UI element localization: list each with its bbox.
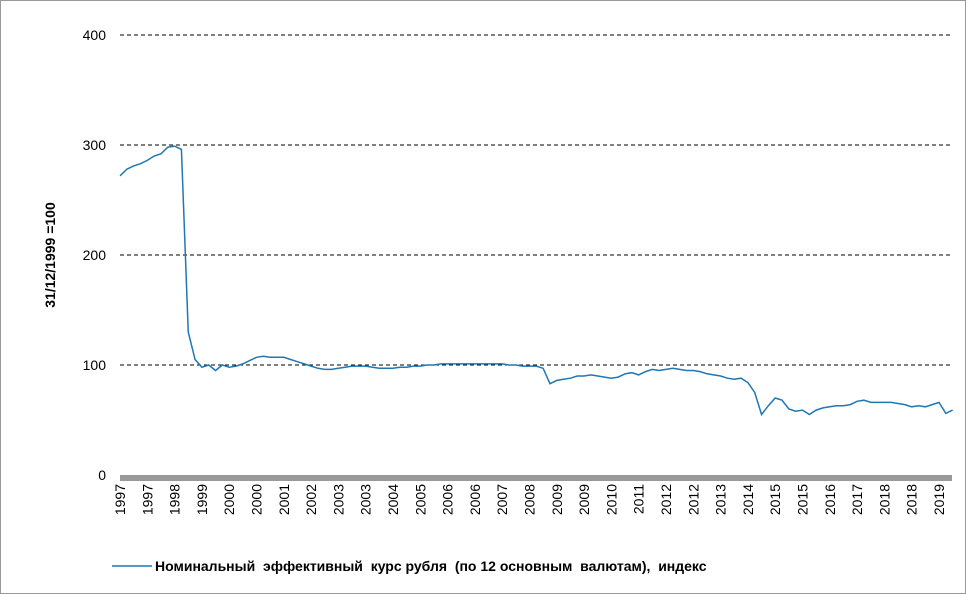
x-tick-label: 2002 — [303, 484, 319, 515]
x-tick-label: 2007 — [494, 484, 510, 515]
data-line — [119, 145, 953, 417]
x-tick-label: 2003 — [358, 484, 374, 515]
x-tick-label: 2017 — [849, 484, 865, 515]
x-tick-label: 2019 — [931, 484, 947, 515]
y-tick-label: 400 — [83, 27, 107, 43]
x-tick-label: 2004 — [385, 484, 401, 515]
x-tick-label: 2014 — [740, 484, 756, 515]
x-tick-label: 2012 — [685, 484, 701, 515]
x-tick-label: 2003 — [330, 484, 346, 515]
x-tick-label: 2000 — [249, 484, 265, 515]
x-tick-label: 2013 — [713, 484, 729, 515]
x-tick-label: 2010 — [603, 484, 619, 515]
x-tick-label: 2018 — [876, 484, 892, 515]
y-tick-label: 200 — [83, 247, 107, 263]
x-tick-label: 2005 — [412, 484, 428, 515]
x-tick-label: 2016 — [822, 484, 838, 515]
x-tick-label: 2008 — [522, 484, 538, 515]
legend-label: Номинальный эффективный курс рубля (по 1… — [155, 558, 707, 574]
x-tick-label: 2006 — [440, 484, 456, 515]
x-tick-label: 1998 — [167, 484, 183, 515]
x-tick-label: 2009 — [549, 484, 565, 515]
y-tick-label: 100 — [83, 357, 107, 373]
x-tick-label: 1997 — [112, 484, 128, 515]
x-tick-label: 1999 — [194, 484, 210, 515]
y-axis-title: 31/12/1999 =100 — [42, 202, 58, 308]
x-tick-label: 2018 — [904, 484, 920, 515]
x-tick-label: 2015 — [795, 484, 811, 515]
y-tick-label: 0 — [98, 467, 106, 483]
x-tick-label: 2015 — [767, 484, 783, 515]
x-tick-label: 2012 — [658, 484, 674, 515]
x-tick-label: 2006 — [467, 484, 483, 515]
x-tick-label: 2009 — [576, 484, 592, 515]
x-tick-label: 2011 — [631, 484, 647, 514]
x-tick-label: 1997 — [139, 484, 155, 515]
x-tick-label: 2000 — [221, 484, 237, 515]
y-tick-label: 300 — [83, 137, 107, 153]
x-tick-label: 2001 — [276, 484, 292, 515]
